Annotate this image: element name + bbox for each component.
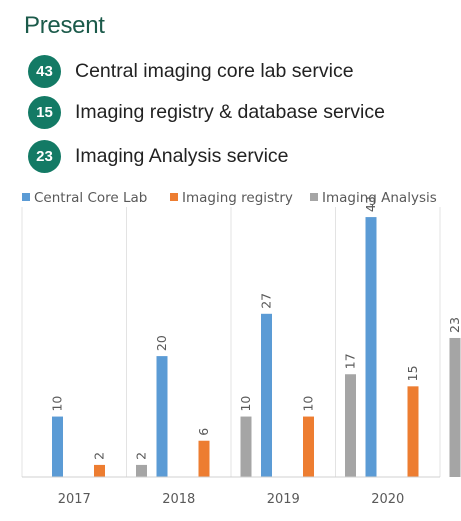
x-tick-label: 2020 — [371, 492, 404, 507]
data-label: 27 — [259, 293, 274, 309]
data-label: 10 — [238, 396, 253, 412]
legend-label: Central Core Lab — [34, 190, 147, 206]
x-tick-label: 2017 — [58, 492, 91, 507]
stat-label: Imaging Analysis service — [75, 145, 289, 167]
data-label: 6 — [196, 428, 211, 436]
bar — [198, 440, 210, 477]
data-label: 15 — [405, 365, 420, 381]
data-label: 17 — [343, 353, 358, 369]
bar — [240, 416, 252, 477]
bar — [303, 416, 314, 477]
legend-swatch — [170, 193, 178, 201]
data-label: 2 — [134, 452, 149, 460]
bar — [407, 386, 419, 477]
stat-row-registry: 15 Imaging registry & database service — [28, 96, 385, 129]
bar — [449, 337, 461, 477]
bar — [52, 416, 63, 477]
legend-label: Imaging Analysis — [322, 190, 437, 206]
bar — [94, 464, 105, 477]
bar — [156, 356, 168, 477]
bar — [365, 217, 377, 478]
data-label: 43 — [363, 196, 378, 212]
data-label: 10 — [50, 396, 65, 412]
stat-row-analysis: 23 Imaging Analysis service — [28, 140, 289, 173]
data-label: 2 — [92, 452, 107, 460]
page-title: Present — [24, 12, 105, 39]
stat-badge: 43 — [28, 55, 61, 88]
bar — [261, 313, 272, 477]
stat-label: Imaging registry & database service — [75, 101, 385, 123]
data-label: 23 — [447, 317, 461, 333]
stat-row-core-lab: 43 Central imaging core lab service — [28, 55, 354, 88]
data-label: 10 — [301, 396, 316, 412]
legend-swatch — [22, 193, 30, 201]
stat-badge: 23 — [28, 140, 61, 173]
x-tick-label: 2019 — [267, 492, 300, 507]
legend-label: Imaging registry — [182, 190, 293, 206]
stat-badge: 15 — [28, 96, 61, 129]
stat-label: Central imaging core lab service — [75, 60, 354, 82]
legend-swatch — [310, 193, 318, 201]
x-tick-label: 2018 — [162, 492, 195, 507]
bar — [136, 464, 147, 477]
bar — [345, 374, 356, 477]
data-label: 20 — [154, 335, 169, 351]
